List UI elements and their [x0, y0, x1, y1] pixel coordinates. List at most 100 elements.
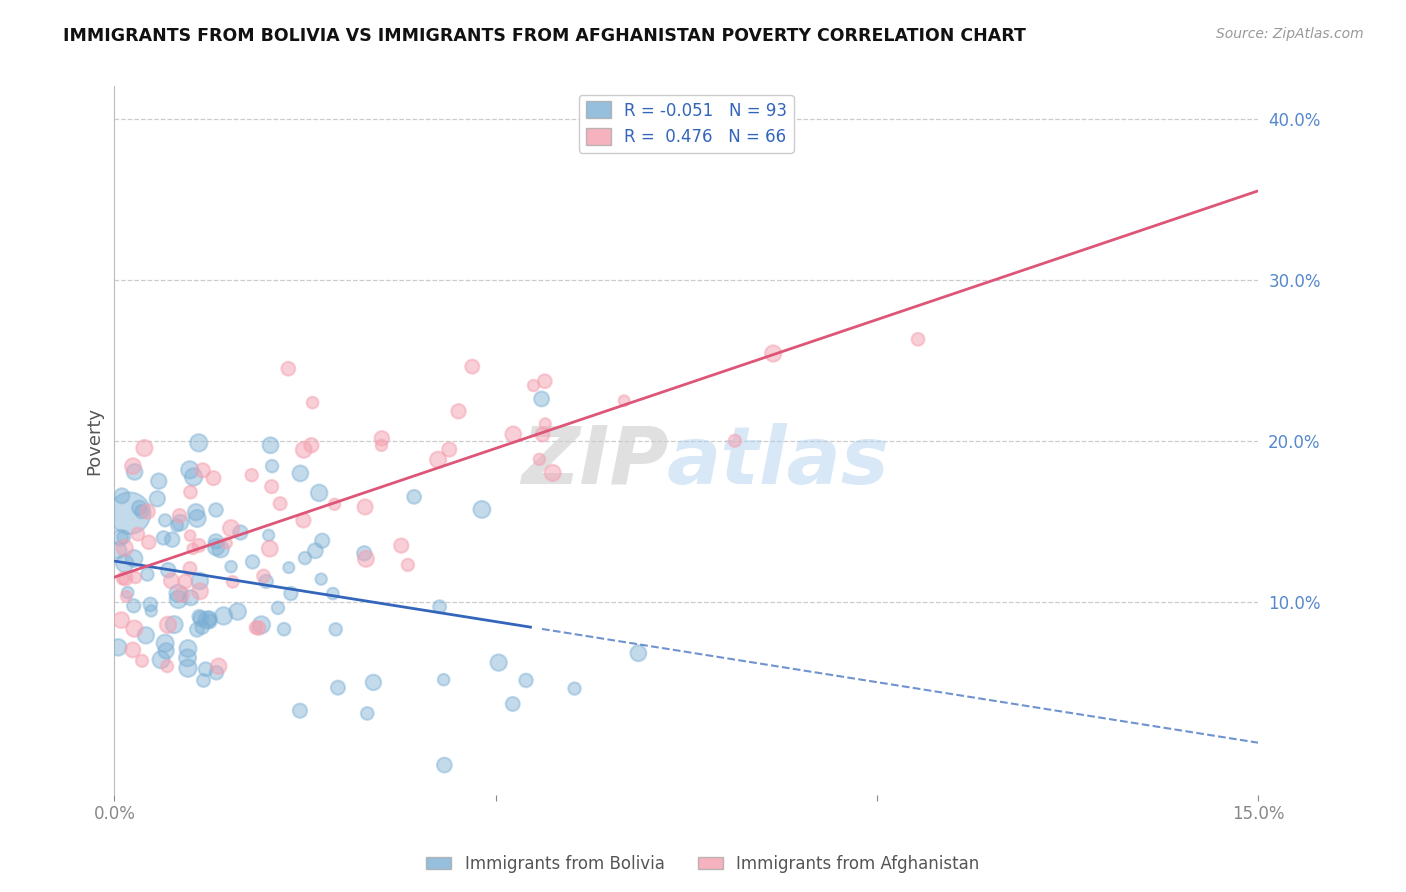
Point: [433, 758, 456, 772]
Point: [155, 644, 177, 658]
Point: [107, 543, 129, 558]
Point: [157, 617, 180, 632]
Point: [193, 673, 215, 688]
Point: [304, 543, 326, 558]
Point: [118, 506, 141, 520]
Point: [531, 427, 554, 442]
Point: [292, 442, 315, 457]
Point: [215, 536, 238, 550]
Y-axis label: Poverty: Poverty: [86, 407, 103, 475]
Point: [115, 590, 138, 604]
Point: [150, 653, 173, 667]
Point: [429, 599, 451, 614]
Point: [212, 608, 235, 623]
Point: [136, 567, 159, 582]
Point: [447, 404, 470, 418]
Point: [169, 508, 191, 523]
Point: [135, 628, 157, 642]
Point: [181, 541, 204, 556]
Point: [188, 584, 211, 599]
Point: [139, 598, 162, 612]
Legend: R = -0.051   N = 93, R =  0.476   N = 66: R = -0.051 N = 93, R = 0.476 N = 66: [579, 95, 794, 153]
Point: [627, 646, 650, 660]
Point: [188, 574, 211, 588]
Point: [131, 505, 153, 519]
Point: [299, 438, 322, 452]
Point: [439, 442, 461, 457]
Point: [529, 452, 551, 467]
Point: [179, 528, 201, 542]
Point: [114, 557, 136, 571]
Point: [153, 636, 176, 650]
Point: [111, 489, 134, 503]
Point: [323, 497, 346, 511]
Point: [502, 697, 524, 711]
Point: [127, 527, 149, 541]
Point: [257, 528, 280, 542]
Point: [169, 516, 191, 530]
Point: [277, 361, 299, 376]
Point: [354, 551, 377, 566]
Point: [363, 675, 385, 690]
Point: [219, 521, 242, 535]
Point: [177, 661, 200, 675]
Point: [166, 518, 188, 533]
Point: [188, 609, 211, 624]
Point: [356, 706, 378, 721]
Point: [290, 467, 312, 481]
Point: [167, 592, 190, 607]
Point: [515, 673, 537, 688]
Point: [259, 438, 281, 452]
Point: [174, 574, 197, 589]
Point: [157, 563, 180, 577]
Point: [186, 623, 208, 637]
Point: [488, 656, 510, 670]
Point: [502, 427, 524, 442]
Point: [541, 466, 564, 480]
Point: [371, 431, 394, 445]
Point: [170, 587, 193, 601]
Point: [205, 534, 228, 549]
Point: [198, 615, 221, 629]
Point: [273, 622, 295, 636]
Point: [389, 539, 412, 553]
Point: [153, 513, 176, 527]
Point: [177, 641, 200, 656]
Point: [534, 417, 557, 431]
Text: atlas: atlas: [666, 423, 890, 501]
Point: [141, 604, 163, 618]
Point: [188, 538, 211, 552]
Point: [179, 485, 201, 500]
Point: [219, 559, 242, 574]
Point: [433, 673, 456, 687]
Point: [522, 378, 544, 392]
Point: [311, 533, 333, 548]
Point: [325, 623, 347, 637]
Point: [195, 613, 218, 627]
Point: [111, 572, 134, 586]
Point: [124, 465, 146, 479]
Point: [136, 504, 159, 518]
Point: [114, 572, 136, 586]
Point: [167, 586, 190, 600]
Point: [461, 359, 484, 374]
Point: [260, 480, 283, 494]
Point: [122, 599, 145, 613]
Point: [240, 468, 263, 483]
Point: [186, 511, 208, 525]
Point: [309, 572, 332, 586]
Point: [112, 530, 135, 544]
Point: [762, 346, 785, 360]
Point: [242, 555, 264, 569]
Point: [152, 531, 174, 545]
Point: [205, 503, 228, 517]
Point: [128, 500, 150, 515]
Point: [156, 659, 179, 673]
Point: [226, 605, 249, 619]
Point: [370, 438, 392, 452]
Point: [148, 474, 170, 488]
Point: [288, 704, 311, 718]
Point: [160, 574, 183, 588]
Point: [134, 441, 156, 455]
Point: [205, 665, 228, 680]
